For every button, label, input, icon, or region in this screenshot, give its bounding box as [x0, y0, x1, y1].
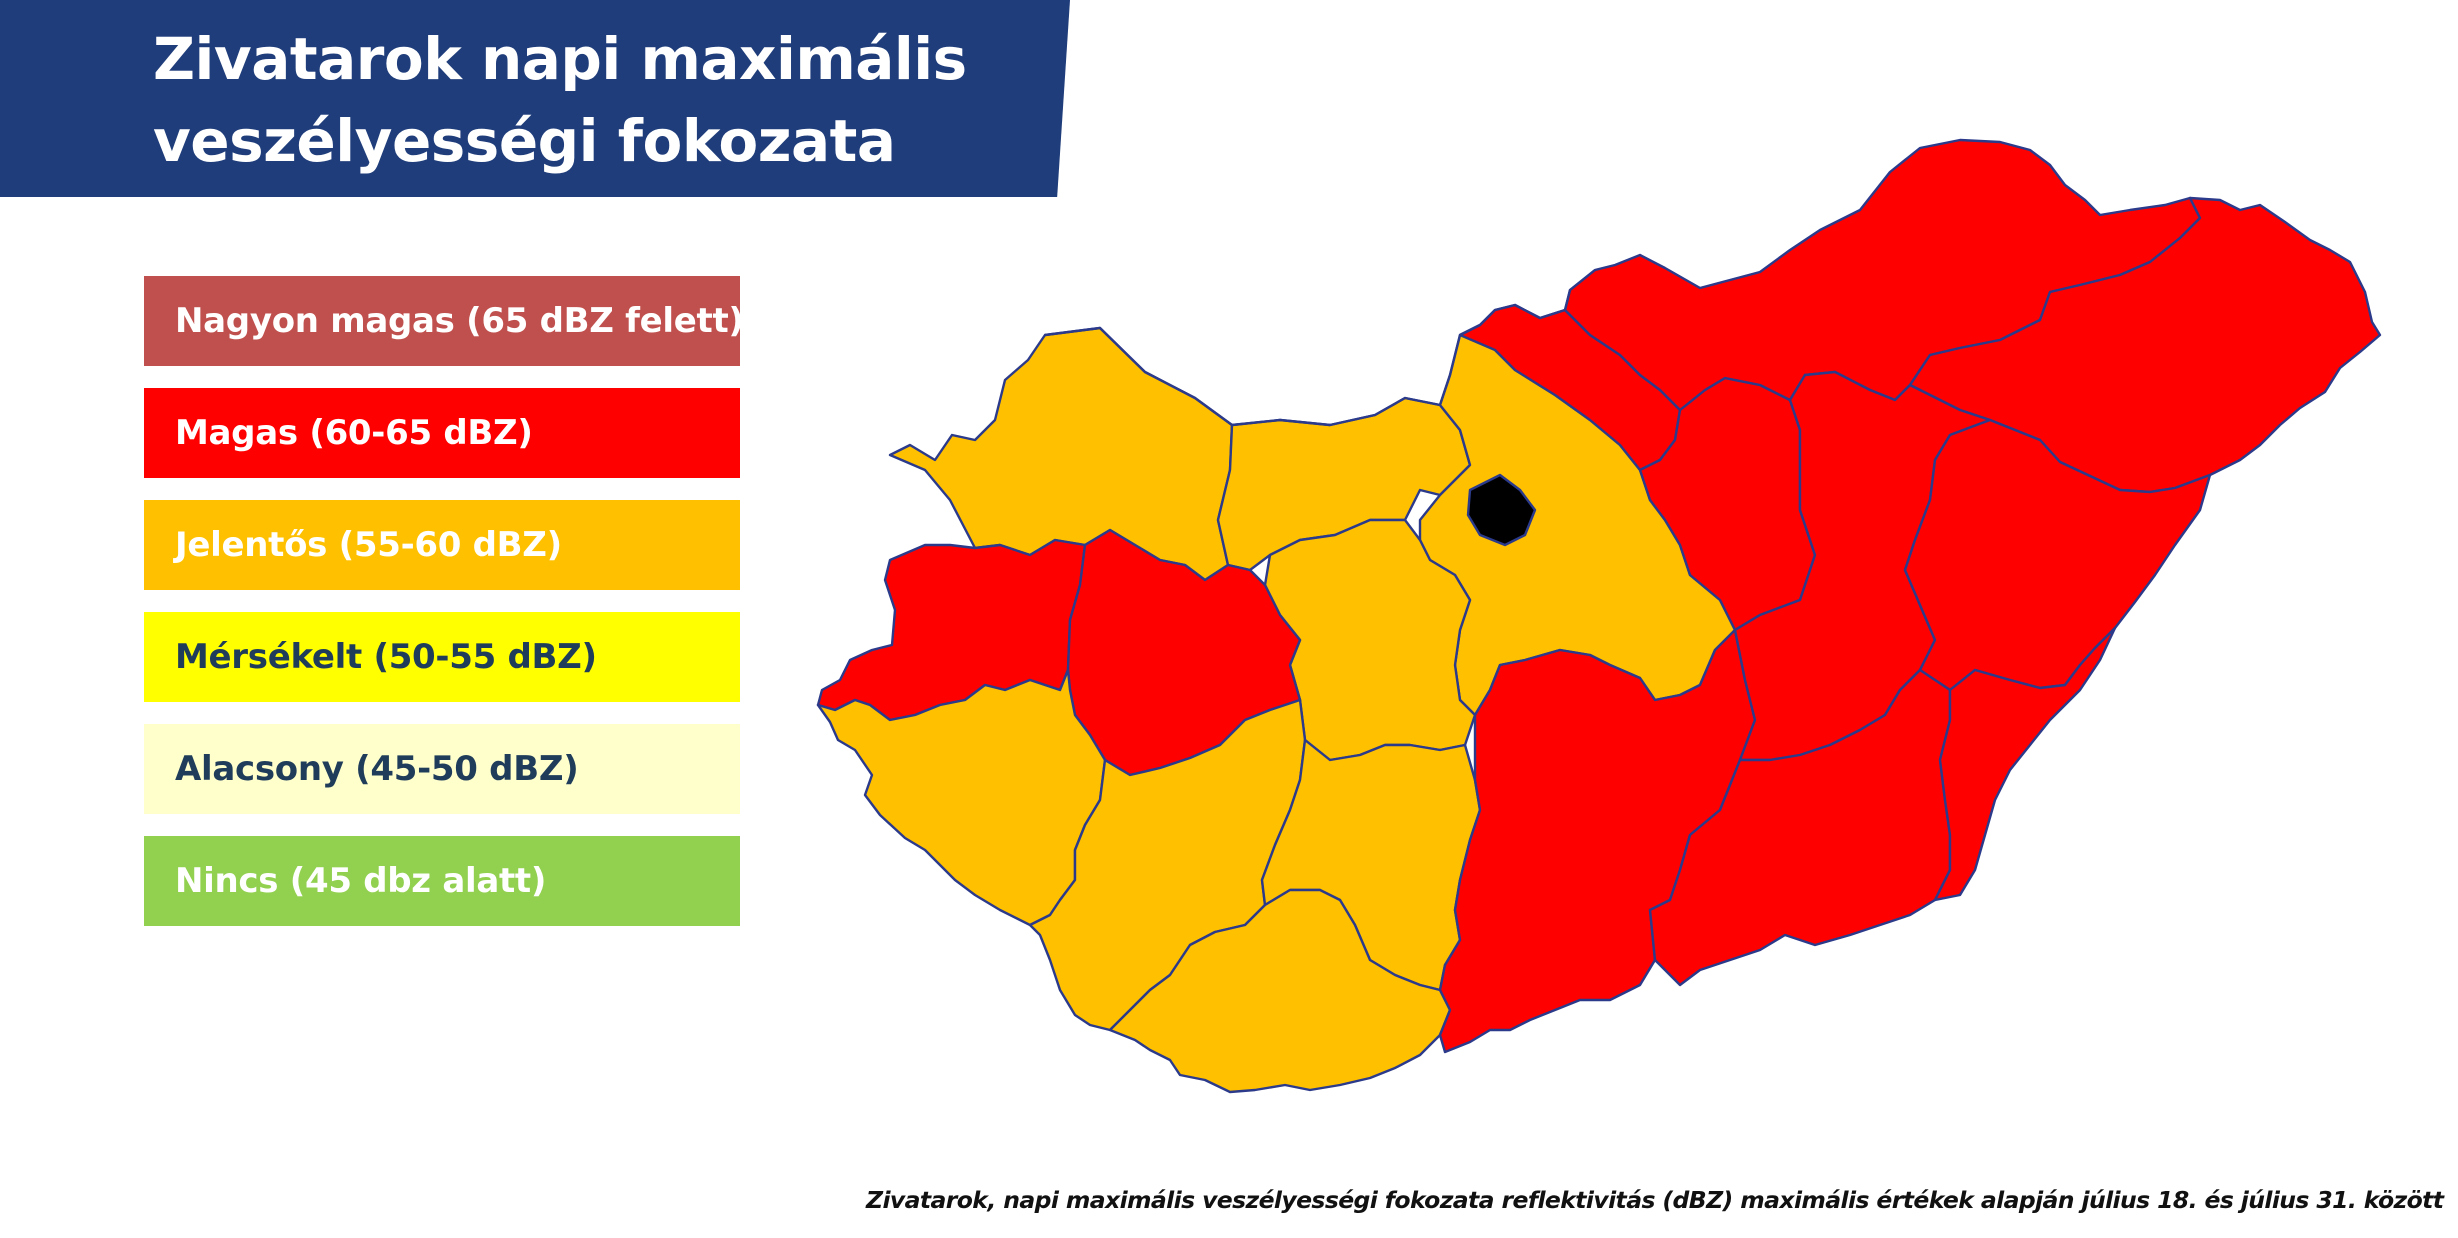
- country-border: [1044, 269, 1596, 427]
- region-baranya: [1108, 888, 1452, 1094]
- title-line-2: veszélyességi fokozata: [153, 107, 896, 175]
- legend-label: Mérsékelt (50-55 dBZ): [175, 637, 597, 677]
- legend-item-moderate: Mérsékelt (50-55 dBZ): [144, 612, 740, 702]
- legend-label: Alacsony (45-50 dBZ): [175, 749, 579, 789]
- legend-item-none: Nincs (45 dbz alatt): [144, 836, 740, 926]
- title-banner: [0, 0, 1070, 197]
- legend: Nagyon magas (65 dBZ felett) Magas (60-6…: [144, 276, 744, 948]
- legend-item-low: Alacsony (45-50 dBZ): [144, 724, 740, 814]
- title-line-1: Zivatarok napi maximális: [153, 25, 967, 93]
- legend-label: Magas (60-65 dBZ): [175, 413, 533, 453]
- region-zala: [816, 668, 1107, 927]
- legend-item-very-high: Nagyon magas (65 dBZ felett): [144, 276, 744, 366]
- region-csongrad-csanad: [1648, 668, 1952, 987]
- region-budapest: [1466, 473, 1537, 547]
- legend-item-significant: Jelentős (55-60 dBZ): [144, 500, 740, 590]
- page-title: Zivatarok napi maximális veszélyességi f…: [153, 18, 967, 182]
- legend-label: Jelentős (55-60 dBZ): [175, 525, 562, 565]
- legend-label: Nagyon magas (65 dBZ felett): [175, 301, 744, 341]
- legend-label: Nincs (45 dbz alatt): [175, 861, 547, 901]
- region-bekes: [1933, 626, 2117, 902]
- hungary-county-map: [816, 138, 2382, 1094]
- legend-item-high: Magas (60-65 dBZ): [144, 388, 740, 478]
- map-caption: Zivatarok, napi maximális veszélyességi …: [866, 1186, 2444, 1214]
